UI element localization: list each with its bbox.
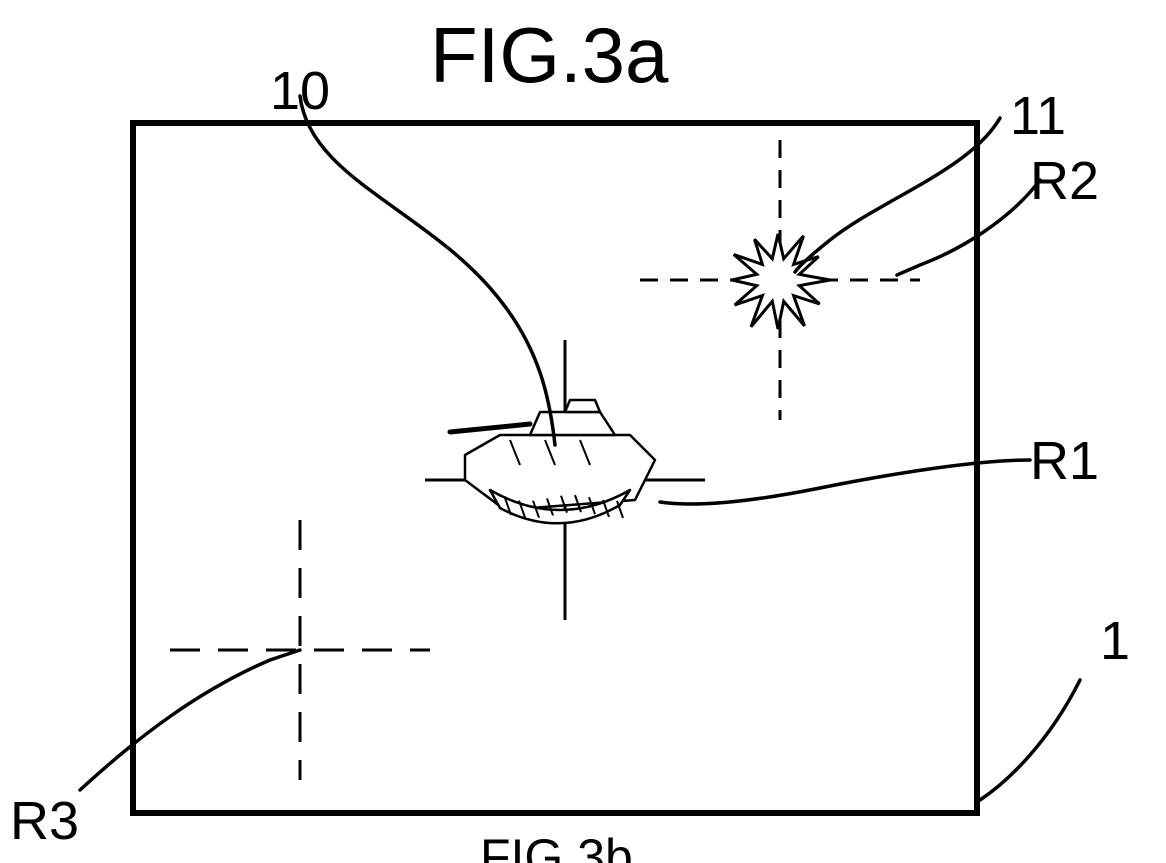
label-10: 10	[270, 60, 330, 122]
figure-title: FIG.3a	[430, 10, 668, 101]
label-11: 11	[1010, 85, 1066, 147]
figure-stage: FIG.3a 10 11 R2 R1 1 R3 FIG 3b	[0, 0, 1166, 863]
label-r1: R1	[1030, 430, 1099, 492]
figure-bottom-fragment: FIG 3b	[480, 828, 633, 863]
leader-1	[980, 680, 1080, 800]
figure-svg	[0, 0, 1166, 863]
label-1: 1	[1100, 610, 1130, 672]
label-r3: R3	[10, 790, 79, 852]
label-r2: R2	[1030, 150, 1099, 212]
